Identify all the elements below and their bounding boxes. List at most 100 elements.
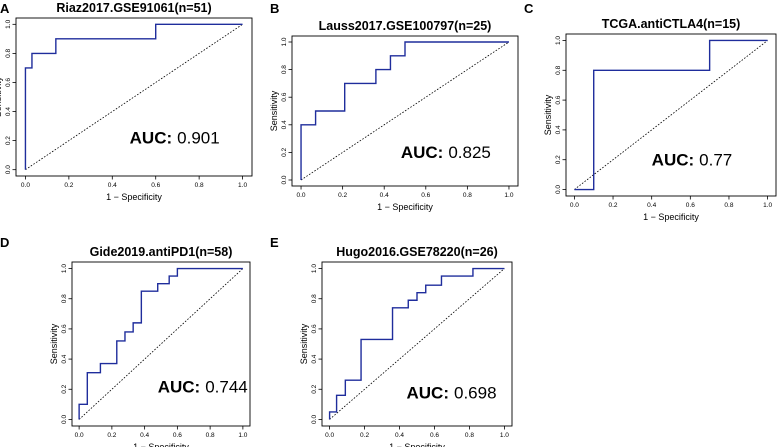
plot-frame (15, 17, 253, 177)
panel-letter: D (0, 235, 9, 250)
y-tick-label: 0.2 (311, 384, 318, 393)
x-tick-label: 0.6 (421, 192, 430, 199)
x-tick-label: 0.6 (686, 202, 695, 209)
y-tick-label: 0.0 (5, 165, 12, 174)
x-tick-label: 0.8 (724, 202, 733, 209)
x-tick-label: 0.0 (325, 432, 334, 439)
x-tick-label: 0.2 (107, 432, 116, 439)
x-axis-label: 1 − Specificity (133, 442, 189, 447)
x-tick-label: 0.2 (360, 432, 369, 439)
reference-diagonal (574, 40, 768, 190)
roc-panel-c: C TCGA.antiCTLA4(n=15) 0.0 0.2 0.4 0.6 0.8 1.0 0… (524, 0, 779, 222)
x-tick-label: 0.8 (465, 432, 474, 439)
y-tick-label: 0.2 (61, 384, 68, 393)
x-tick-label: 0.4 (108, 182, 117, 189)
reference-diagonal (25, 23, 243, 171)
x-tick-label: 0.0 (21, 182, 30, 189)
roc-panel-d: D Gide2019.antiPD1(n=58) 0.0 0.2 0.4 0.6 0.8 1.… (0, 228, 260, 447)
auc-annotation: AUC: 0.901 (130, 129, 220, 148)
y-tick-label: 1.0 (555, 36, 562, 45)
y-tick-label: 1.0 (5, 19, 12, 28)
y-axis-label: Sensitivity (543, 94, 553, 135)
y-tick-label: 0.8 (61, 294, 68, 303)
x-tick-label: 0.6 (430, 432, 439, 439)
roc-curve (300, 41, 509, 180)
y-tick-label: 0.8 (555, 65, 562, 74)
roc-panel-b: B Lauss2017.GSE100797(n=25) 0.0 0.2 0.4 0.6 0.… (262, 0, 522, 215)
auc-annotation: AUC: 0.825 (401, 143, 491, 162)
auc-annotation: AUC: 0.77 (652, 151, 733, 170)
y-tick-label: 0.2 (5, 136, 12, 145)
y-tick-label: 0.0 (555, 185, 562, 194)
roc-panel-e: E Hugo2016.GSE78220(n=26) 0.0 0.2 0.4 0.6 0.8 1… (262, 228, 522, 447)
x-tick-label: 1.0 (238, 182, 247, 189)
auc-label: AUC: (407, 383, 450, 402)
x-tick-label: 0.4 (395, 432, 404, 439)
auc-label: AUC: (401, 143, 444, 162)
plot-frame (71, 261, 251, 427)
y-tick-label: 0.0 (311, 415, 318, 424)
reference-diagonal (329, 268, 505, 420)
x-axis-label: 1 − Specificity (389, 442, 445, 447)
chart-title: Gide2019.antiPD1(n=58) (90, 245, 233, 259)
y-tick-label: 1.0 (281, 37, 288, 46)
y-tick-label: 0.8 (281, 65, 288, 74)
x-tick-label: 0.2 (64, 182, 73, 189)
x-tick-label: 0.8 (463, 192, 472, 199)
auc-annotation: AUC: 0.744 (158, 377, 248, 396)
auc-value: 0.77 (699, 151, 732, 170)
y-tick-label: 0.4 (281, 120, 288, 129)
y-tick-label: 0.8 (311, 294, 318, 303)
plot-frame (321, 261, 513, 427)
chart-title: Hugo2016.GSE78220(n=26) (336, 245, 498, 259)
y-tick-label: 0.2 (555, 155, 562, 164)
y-tick-label: 0.2 (281, 148, 288, 157)
y-tick-label: 0.6 (5, 78, 12, 87)
auc-value: 0.901 (177, 129, 220, 148)
chart-title: Riaz2017.GSE91061(n=51) (56, 1, 211, 15)
panel-letter: B (270, 1, 279, 16)
y-axis-label: Sensitivity (269, 90, 279, 131)
x-tick-label: 1.0 (500, 432, 509, 439)
y-axis-label: Sensitivity (49, 323, 59, 364)
chart-title: Lauss2017.GSE100797(n=25) (319, 19, 492, 33)
x-tick-label: 0.8 (206, 432, 215, 439)
chart-title: TCGA.antiCTLA4(n=15) (602, 17, 741, 31)
y-tick-label: 0.8 (5, 48, 12, 57)
x-tick-label: 1.0 (238, 432, 247, 439)
y-tick-label: 0.6 (61, 324, 68, 333)
auc-value: 0.825 (448, 143, 491, 162)
x-tick-label: 0.0 (570, 202, 579, 209)
x-axis-label: 1 − Specificity (377, 202, 433, 212)
x-tick-label: 0.4 (380, 192, 389, 199)
x-tick-label: 0.4 (140, 432, 149, 439)
panel-letter: E (270, 235, 279, 250)
x-tick-label: 0.8 (195, 182, 204, 189)
roc-curve (78, 267, 243, 420)
auc-label: AUC: (130, 129, 173, 148)
x-tick-label: 0.2 (609, 202, 618, 209)
roc-chart-svg: B Lauss2017.GSE100797(n=25) 0.0 0.2 0.4 0.6 0.… (269, 1, 519, 212)
roc-curve (24, 23, 243, 170)
x-tick-label: 0.6 (151, 182, 160, 189)
y-tick-label: 0.6 (555, 95, 562, 104)
y-tick-label: 0.6 (311, 324, 318, 333)
roc-curve (328, 267, 505, 420)
y-tick-label: 0.0 (61, 415, 68, 424)
roc-curve (574, 39, 768, 191)
y-tick-label: 0.4 (5, 107, 12, 116)
auc-label: AUC: (158, 377, 201, 396)
plot-frame (291, 35, 519, 187)
y-tick-label: 0.6 (281, 92, 288, 101)
x-tick-label: 0.0 (297, 192, 306, 199)
y-tick-label: 0.0 (281, 175, 288, 184)
x-axis-label: 1 − Specificity (643, 212, 699, 222)
y-tick-label: 0.4 (311, 354, 318, 363)
x-tick-label: 0.0 (75, 432, 84, 439)
plot-frame (565, 33, 777, 197)
roc-chart-svg: D Gide2019.antiPD1(n=58) 0.0 0.2 0.4 0.6 0.8 1.… (0, 235, 251, 447)
auc-value: 0.698 (454, 383, 497, 402)
y-tick-label: 0.4 (555, 125, 562, 134)
x-tick-label: 1.0 (763, 202, 772, 209)
y-axis-label: Sensitivity (299, 323, 309, 364)
